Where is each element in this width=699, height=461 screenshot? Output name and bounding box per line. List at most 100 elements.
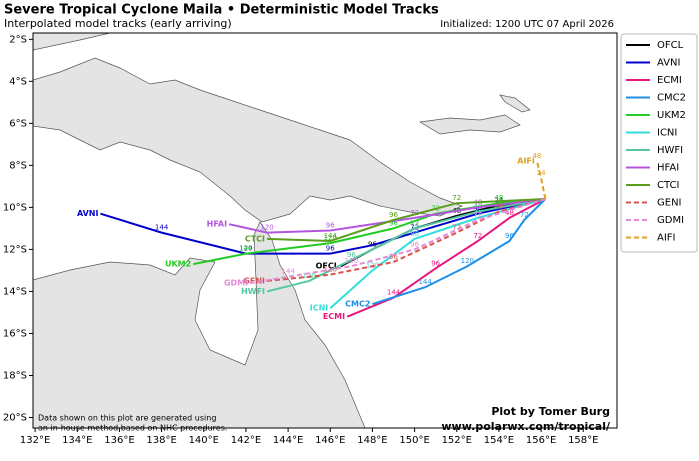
track [266,198,546,293]
x-tick-label: 152°E [442,435,472,446]
forecast-hour: 96 [389,219,398,227]
y-tick-label: 12°S [3,244,27,255]
track-end-label: CTCI [245,234,265,243]
y-tick-label: 6°S [9,118,27,129]
y-tick-label: 18°S [3,370,27,381]
legend-label: AVNI [657,58,680,69]
subtitle: Interpolated model tracks (early arrivin… [4,17,232,30]
y-tick-label: 20°S [3,412,27,423]
forecast-hour: 48 [505,209,514,217]
forecast-hour: 96 [389,253,398,261]
forecast-hour: 120 [324,234,337,242]
track-end-label: AIFI [517,157,535,166]
forecast-hour: 96 [431,259,440,267]
legend-label: HWFI [657,145,683,156]
forecast-hour: 72 [452,224,461,232]
forecast-hour: 144 [155,224,169,232]
forecast-hour: 144 [387,289,401,297]
track [535,160,547,200]
y-tick-label: 10°S [3,202,27,213]
note-line: Data shown on this plot are generated us… [38,414,216,423]
forecast-hour: 72 [520,211,529,219]
legend-label: CTCI [657,180,679,191]
forecast-hour: 48 [494,194,503,202]
track [228,197,546,234]
x-tick-label: 142°E [231,435,261,446]
track [329,198,546,309]
track-end-label: HWFI [241,287,265,296]
forecast-hour: 96 [326,245,335,253]
forecast-hour: 96 [347,251,356,259]
land [33,33,531,428]
x-tick-label: 140°E [189,435,219,446]
x-tick-label: 144°E [273,435,303,446]
legend-label: ECMI [657,75,682,86]
track-end-label: CMC2 [345,300,370,309]
x-tick-label: 136°E [104,435,134,446]
legend-label: HFAI [657,163,679,174]
track [346,198,546,318]
track-end-label: GDMI [224,279,248,288]
track [266,198,546,282]
forecast-hour: 120 [461,257,474,265]
forecast-hour: 72 [410,219,419,227]
forecast-hour: 144 [281,268,295,276]
x-tick-label: 148°E [357,435,387,446]
forecast-hour: 96 [326,222,335,230]
track-end-label: AVNI [77,209,99,218]
legend-box [620,33,698,253]
track-end-label: UKM2 [165,260,191,269]
forecast-hour: 120 [239,245,252,253]
legend-label: ICNI [657,128,677,139]
forecast-hour: 72 [473,232,482,240]
forecast-hour: 96 [410,240,419,248]
y-tick-label: 2°S [9,34,27,45]
x-tick-label: 146°E [315,435,345,446]
forecast-hour: 48 [532,152,541,160]
x-tick-label: 158°E [568,435,598,446]
y-tick-label: 16°S [3,328,27,339]
forecast-hour: 144 [418,278,432,286]
x-tick-label: 134°E [62,435,92,446]
forecast-hour: 72 [452,194,461,202]
track-end-label: ICNI [310,304,329,313]
forecast-hour: 72 [473,211,482,219]
legend-label: UKM2 [657,110,686,121]
forecast-hour: 120 [260,224,273,232]
track [193,197,546,266]
forecast-hour: 72 [410,219,419,227]
x-tick-label: 156°E [526,435,556,446]
forecast-hour: 120 [345,257,358,265]
track [372,198,547,305]
legend-label: CMC2 [657,93,686,104]
x-tick-label: 154°E [484,435,514,446]
legend-label: AIFI [657,233,676,244]
note-line: an in-house method based on NHC procedur… [38,424,227,433]
title: Severe Tropical Cyclone Maila • Determin… [4,3,439,18]
forecast-hour: 48 [494,203,503,211]
map-frame [32,32,618,429]
track-end-label: OFCL [316,262,339,271]
track-end-label: HFAI [207,220,227,229]
forecast-hour: 72 [410,209,419,217]
forecast-hour: 96 [505,232,514,240]
track [266,197,546,243]
credit: Plot by Tomer Burg [491,405,610,418]
track-end-label: GENI [243,276,265,285]
url: www.polarwx.com/tropical/ [441,420,611,433]
legend-label: GDMI [657,215,684,226]
forecast-hour: 144 [324,232,338,240]
y-tick-label: 14°S [3,286,27,297]
track-end-label: ECMI [323,312,345,321]
y-tick-label: 4°S [9,76,27,87]
init-time: Initialized: 1200 UTC 07 April 2026 [440,19,614,30]
forecast-hour: 72 [473,209,482,217]
forecast-hour: 96 [389,211,398,219]
track [249,198,546,285]
track [100,198,546,255]
x-tick-label: 138°E [146,435,176,446]
legend-label: GENI [657,198,682,209]
x-tick-label: 132°E [20,435,50,446]
y-tick-label: 8°S [9,160,27,171]
